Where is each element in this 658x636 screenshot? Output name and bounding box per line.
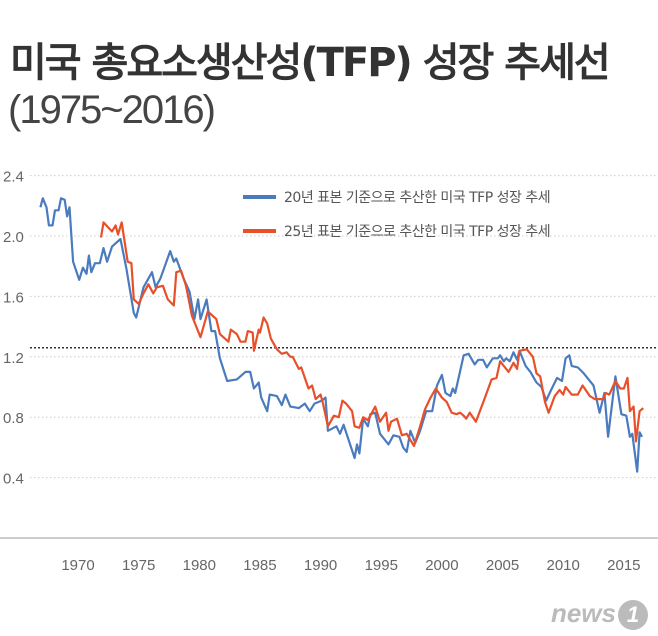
x-tick-label: 1975 [122, 557, 155, 574]
y-axis-ticks: 2.4 2.0 1.6 1.2 0.8 0.4 [3, 169, 24, 488]
series-lines [39, 197, 645, 473]
x-tick-label: 2015 [607, 557, 640, 574]
news1-logo: news 1 [551, 598, 648, 630]
y-tick-label: 0.8 [3, 410, 24, 427]
series-line-25yr [99, 221, 645, 447]
y-tick-label: 0.4 [3, 471, 24, 488]
x-tick-label: 1995 [365, 557, 398, 574]
x-tick-label: 2005 [486, 557, 519, 574]
legend-label-25yr: 25년 표본 기준으로 추산한 미국 TFP 성장 추세 [284, 224, 550, 240]
legend: 20년 표본 기준으로 추산한 미국 TFP 성장 추세 25년 표본 기준으로… [243, 190, 551, 240]
y-tick-label: 1.6 [3, 289, 24, 306]
y-tick-label: 2.4 [3, 169, 24, 186]
legend-label-20yr: 20년 표본 기준으로 추산한 미국 TFP 성장 추세 [284, 190, 550, 206]
x-tick-label: 2000 [425, 557, 458, 574]
x-tick-label: 1970 [61, 557, 94, 574]
x-tick-label: 2010 [547, 557, 580, 574]
y-tick-label: 2.0 [3, 229, 24, 246]
chart-subtitle: (1975~2016) [8, 88, 216, 132]
x-tick-label: 1985 [243, 557, 276, 574]
x-tick-label: 1990 [304, 557, 337, 574]
x-axis-ticks: 1970 1975 1980 1985 1990 1995 2000 2005 2010 2015 [61, 557, 640, 574]
chart-title: 미국 총요소생산성(TFP) 성장 추세선 [10, 40, 611, 86]
x-tick-label: 1980 [183, 557, 216, 574]
y-tick-label: 1.2 [3, 350, 24, 367]
